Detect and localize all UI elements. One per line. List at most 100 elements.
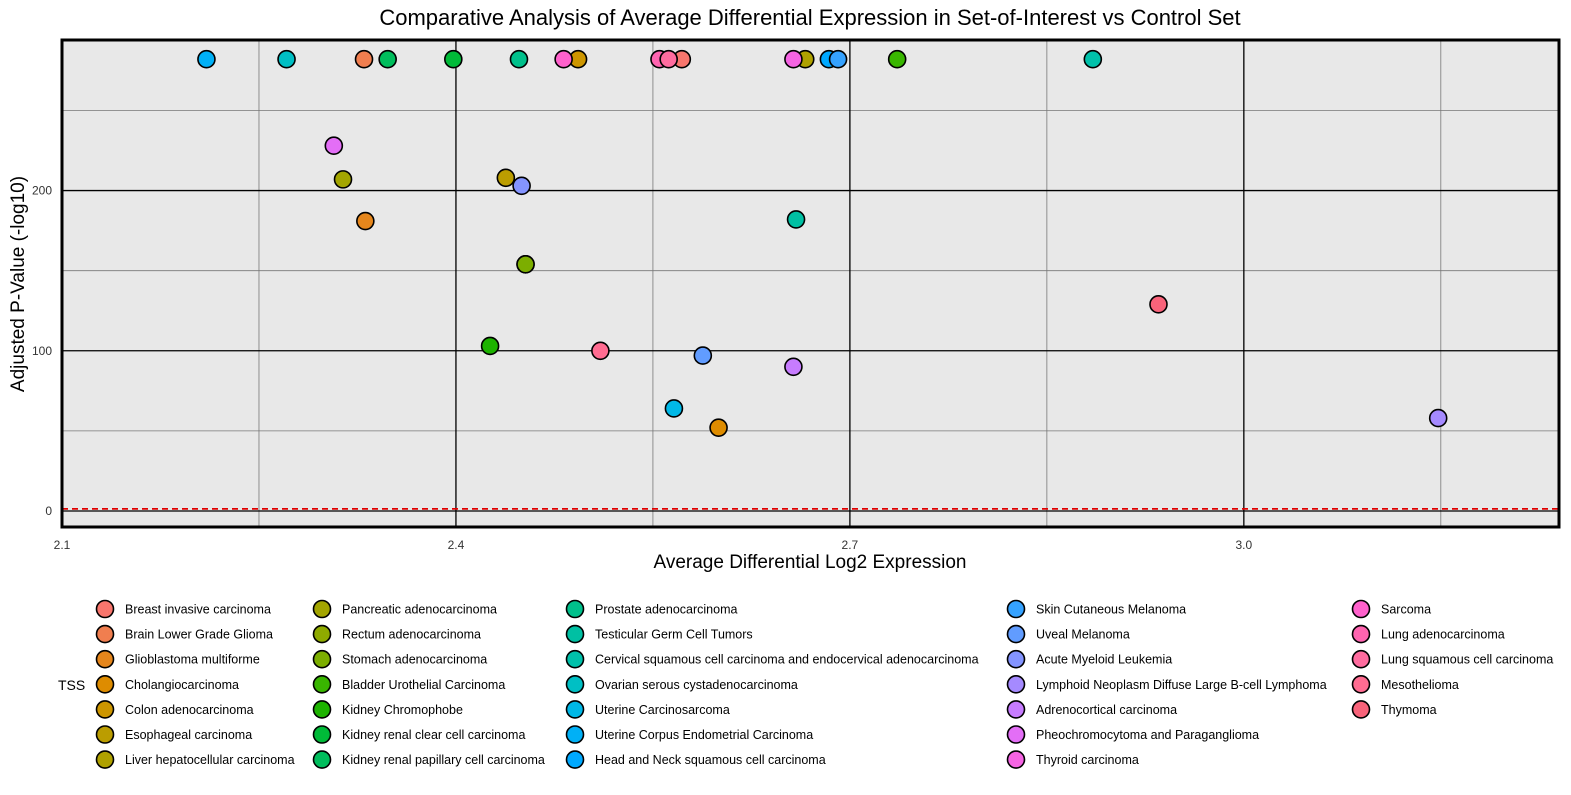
y-tick-label: 0 — [45, 504, 52, 518]
data-point — [709, 418, 728, 437]
x-tick-label: 2.1 — [54, 538, 71, 552]
data-point — [277, 49, 296, 69]
y-tick-label: 200 — [32, 184, 52, 198]
data-point — [1428, 408, 1448, 428]
legend-entry: Pancreatic adenocarcinoma — [342, 603, 497, 617]
legend-entry: Thyroid carcinoma — [1036, 753, 1139, 767]
legend-swatch — [95, 624, 115, 644]
legend-swatch — [312, 599, 332, 619]
data-point — [591, 341, 610, 361]
legend-swatch — [1006, 649, 1026, 669]
x-axis-label: Average Differential Log2 Expression — [654, 552, 967, 573]
data-point — [509, 49, 529, 69]
legend-entry: Uterine Corpus Endometrial Carcinoma — [595, 728, 813, 742]
legend-swatch — [312, 624, 332, 644]
legend-entry: Adrenocortical carcinoma — [1036, 703, 1177, 717]
data-point — [786, 210, 806, 229]
data-point — [444, 49, 463, 69]
legend-swatch — [1351, 649, 1371, 669]
legend-swatch — [565, 649, 585, 669]
legend-swatch — [1006, 599, 1026, 619]
legend-entry: Cholangiocarcinoma — [125, 678, 239, 692]
legend-swatch — [1006, 624, 1026, 644]
legend-swatch — [1351, 599, 1371, 619]
legend-entry: Lung adenocarcinoma — [1381, 628, 1505, 642]
data-point — [512, 176, 531, 196]
legend-swatch — [312, 649, 332, 669]
y-axis-label: Adjusted P-Value (-log10) — [8, 176, 29, 392]
legend-entry: Uveal Melanoma — [1036, 628, 1130, 642]
chart-title: Comparative Analysis of Average Differen… — [379, 5, 1240, 30]
legend-swatch — [312, 674, 332, 694]
data-point — [828, 49, 848, 69]
legend-entry: Cervical squamous cell carcinoma and end… — [595, 653, 979, 667]
data-point — [516, 254, 535, 274]
x-tick-label: 2.4 — [448, 538, 465, 552]
legend-entry: Head and Neck squamous cell carcinoma — [595, 753, 826, 767]
data-point — [784, 357, 803, 377]
legend-swatch — [1006, 725, 1026, 744]
legend-entry: Brain Lower Grade Glioma — [125, 628, 273, 642]
legend-entry: Esophageal carcinoma — [125, 728, 252, 742]
legend-entry: Lung squamous cell carcinoma — [1381, 653, 1553, 667]
legend-swatch — [312, 750, 332, 769]
legend-entry: Pheochromocytoma and Paraganglioma — [1036, 728, 1259, 742]
data-point — [333, 170, 353, 189]
data-point — [664, 399, 684, 418]
data-point — [1083, 49, 1103, 69]
legend-swatch — [95, 725, 115, 744]
legend-swatch — [95, 700, 115, 719]
legend-entry: Sarcoma — [1381, 603, 1431, 617]
legend-swatch — [1351, 700, 1371, 719]
x-tick-label: 2.7 — [842, 538, 859, 552]
legend-entry: Bladder Urothelial Carcinoma — [342, 678, 505, 692]
data-point — [554, 49, 573, 69]
legend-swatch — [565, 700, 585, 719]
legend-swatch — [565, 750, 585, 769]
plot-background — [62, 40, 1559, 527]
data-point — [496, 168, 516, 188]
legend-swatch — [565, 624, 585, 644]
legend-entry: Skin Cutaneous Melanoma — [1036, 603, 1186, 617]
legend-swatch — [1351, 674, 1371, 694]
legend-swatch — [565, 599, 585, 619]
data-point — [480, 336, 500, 356]
legend-swatch — [312, 700, 332, 719]
legend-swatch — [1006, 674, 1026, 694]
legend-swatch — [95, 750, 115, 769]
data-point — [784, 49, 803, 69]
legend-entry: Kidney Chromophobe — [342, 703, 463, 717]
legend-title: TSS — [58, 677, 85, 693]
legend-swatch — [1006, 750, 1026, 769]
legend-entry: Uterine Carcinosarcoma — [595, 703, 730, 717]
data-point — [693, 346, 713, 365]
y-tick-label: 100 — [32, 344, 52, 358]
data-point — [1149, 295, 1168, 314]
legend-entry: Prostate adenocarcinoma — [595, 603, 737, 617]
x-tick-label: 3.0 — [1235, 538, 1252, 552]
legend-entry: Rectum adenocarcinoma — [342, 628, 481, 642]
legend-swatch — [312, 725, 332, 744]
data-point — [659, 49, 678, 69]
legend-entry: Thymoma — [1381, 703, 1437, 717]
legend-entry: Colon adenocarcinoma — [125, 703, 254, 717]
legend-swatch — [1351, 624, 1371, 644]
plot-border — [60, 38, 1561, 529]
legend-swatch — [1006, 700, 1026, 719]
data-point — [354, 49, 374, 69]
data-point — [197, 49, 216, 69]
legend-entry: Breast invasive carcinoma — [125, 603, 271, 617]
legend-entry: Stomach adenocarcinoma — [342, 653, 487, 667]
legend-swatch — [95, 674, 115, 694]
legend-swatch — [95, 649, 115, 669]
legend-entry: Liver hepatocellular carcinoma — [125, 753, 295, 767]
legend-swatch — [95, 599, 115, 619]
legend-entry: Lymphoid Neoplasm Diffuse Large B-cell L… — [1036, 678, 1327, 692]
legend-entry: Kidney renal clear cell carcinoma — [342, 728, 525, 742]
data-point — [378, 49, 397, 69]
data-point — [887, 49, 907, 69]
data-point — [324, 136, 344, 156]
legend-entry: Testicular Germ Cell Tumors — [595, 628, 753, 642]
